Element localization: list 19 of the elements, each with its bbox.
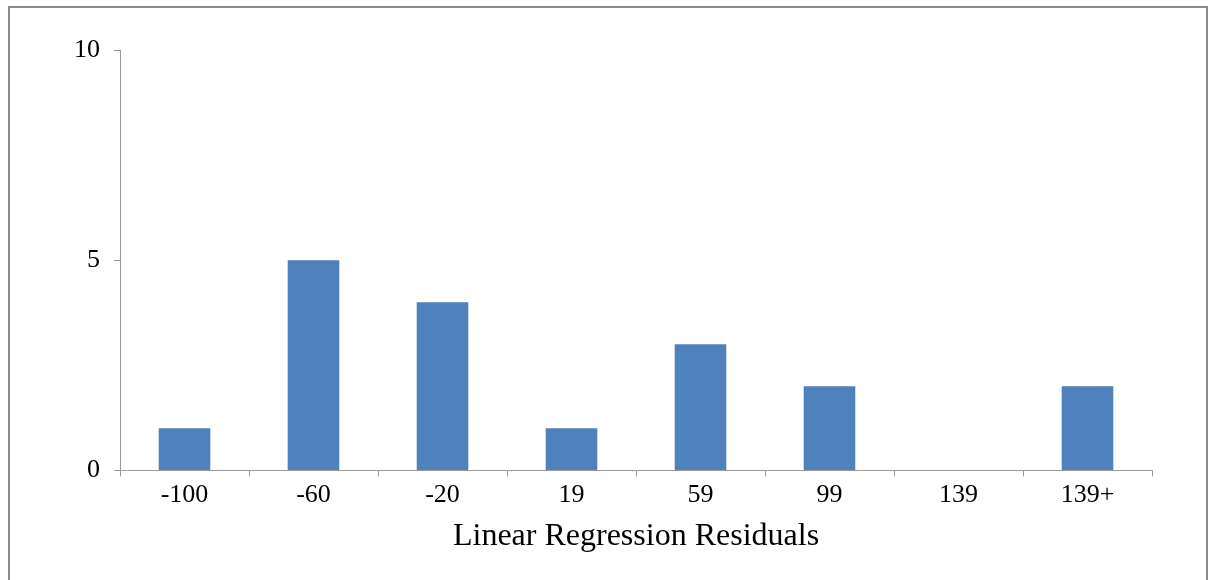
x-tick-label: 59: [687, 478, 714, 508]
x-tick-label: -100: [160, 478, 209, 508]
bar: [803, 386, 856, 470]
y-tick-label: 10: [74, 33, 100, 63]
y-tick-label: 5: [87, 244, 100, 274]
x-tick-label: -20: [425, 478, 460, 508]
bar: [545, 428, 598, 470]
x-tick-label: 139+: [1060, 478, 1115, 508]
bar: [1061, 386, 1114, 470]
bar: [674, 344, 727, 470]
bar: [416, 302, 469, 470]
x-tick-label: 139: [939, 478, 978, 508]
x-tick-label: 99: [816, 478, 843, 508]
x-tick-label: 19: [558, 478, 585, 508]
bar: [158, 428, 211, 470]
bar: [287, 260, 340, 470]
x-axis-title: Linear Regression Residuals: [452, 516, 820, 553]
x-tick-label: -60: [296, 478, 331, 508]
y-tick-label: 0: [87, 454, 100, 484]
